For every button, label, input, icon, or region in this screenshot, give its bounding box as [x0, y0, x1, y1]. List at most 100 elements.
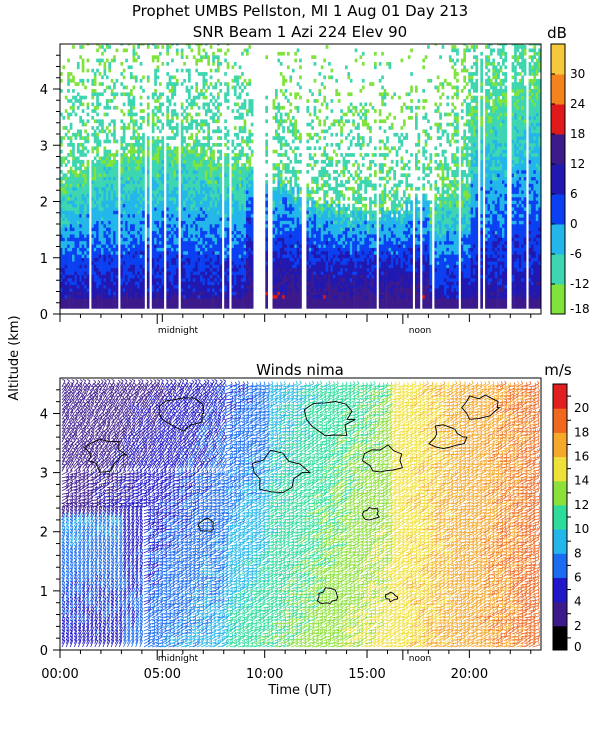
snr-cell	[183, 244, 186, 248]
snr-cell	[308, 190, 312, 194]
snr-cell	[217, 78, 220, 83]
snr-cell	[134, 230, 138, 235]
snr-cell	[115, 271, 119, 275]
snr-cell	[72, 217, 75, 221]
snr-cell	[122, 210, 126, 215]
snr-cell	[294, 220, 297, 225]
snr-cell	[279, 230, 283, 235]
snr-cell	[308, 136, 312, 140]
snr-cell	[188, 288, 191, 292]
snr-cell	[76, 197, 80, 201]
snr-cell	[74, 173, 78, 178]
snr-cell	[79, 132, 82, 137]
snr-cell	[250, 251, 254, 255]
snr-cell	[287, 143, 290, 147]
snr-cell	[108, 186, 111, 191]
snr-cell	[212, 51, 215, 56]
snr-cell	[137, 298, 140, 302]
snr-cell	[289, 274, 293, 279]
snr-cell	[72, 78, 75, 83]
snr-cell	[180, 183, 184, 188]
snr-cell	[185, 301, 189, 306]
snr-cell	[204, 244, 208, 248]
snr-cell	[125, 301, 128, 306]
snr-cell	[101, 298, 104, 302]
snr-cell	[296, 284, 300, 289]
snr-cell	[72, 75, 75, 80]
snr-cell	[197, 153, 201, 157]
snr-cell	[212, 257, 215, 262]
snr-cell	[146, 146, 150, 151]
snr-cell	[188, 72, 191, 76]
snr-cell	[233, 247, 237, 252]
snr-cell	[91, 200, 95, 205]
snr-cell	[202, 257, 206, 262]
snr-cell	[306, 240, 310, 245]
snr-cell	[277, 102, 281, 107]
snr-cell	[231, 109, 235, 113]
snr-cell	[168, 200, 172, 205]
snr-cell	[120, 234, 124, 238]
snr-cell	[212, 247, 215, 252]
snr-cell	[156, 213, 160, 218]
snr-cell	[185, 264, 189, 269]
snr-cell	[72, 251, 75, 255]
snr-cell	[311, 267, 314, 272]
snr-cell	[306, 109, 310, 113]
snr-cell	[180, 68, 184, 73]
snr-cell	[127, 230, 131, 235]
snr-cell	[308, 122, 312, 127]
snr-cell	[132, 48, 136, 53]
snr-cell	[168, 257, 172, 262]
snr-cell	[81, 82, 85, 86]
snr-cell	[81, 186, 85, 191]
snr-cell	[132, 267, 136, 272]
snr-cell	[156, 261, 160, 265]
snr-cell	[217, 109, 220, 113]
snr-cell	[105, 284, 109, 289]
snr-cell	[161, 159, 165, 164]
snr-cell	[125, 163, 128, 167]
snr-cell	[200, 190, 203, 194]
snr-cell	[231, 139, 235, 144]
snr-cell	[134, 281, 138, 286]
snr-cell	[183, 156, 186, 161]
snr-cell	[311, 284, 314, 289]
snr-cell	[287, 240, 290, 245]
snr-cell	[159, 234, 162, 238]
snr-cell	[84, 278, 87, 282]
snr-cell	[296, 186, 300, 191]
snr-cell	[313, 261, 317, 265]
snr-cell	[299, 257, 302, 262]
snr-cell	[190, 261, 194, 265]
snr-cell	[146, 234, 150, 238]
snr-cell	[110, 200, 114, 205]
snr-cell	[275, 284, 278, 289]
snr-cell	[209, 75, 213, 80]
snr-cell	[188, 153, 191, 157]
snr-cell	[91, 267, 95, 272]
snr-cell	[200, 240, 203, 245]
snr-cell	[76, 210, 80, 215]
snr-cell	[79, 159, 82, 164]
snr-cell	[299, 247, 302, 252]
snr-cell	[299, 237, 302, 242]
snr-cell	[79, 267, 82, 272]
snr-cell	[185, 44, 189, 46]
snr-cell	[103, 240, 107, 245]
snr-cell	[60, 190, 63, 194]
snr-cell	[219, 247, 223, 252]
snr-cell	[125, 176, 128, 181]
snr-cell	[132, 183, 136, 188]
snr-cell	[134, 197, 138, 201]
snr-cell	[226, 254, 230, 259]
snr-cell	[202, 227, 206, 232]
snr-cell	[130, 227, 133, 232]
snr-cell	[91, 244, 95, 248]
snr-cell	[113, 284, 116, 289]
snr-cell	[289, 254, 293, 259]
snr-cell	[98, 143, 102, 147]
snr-cell	[250, 240, 254, 245]
snr-cell	[151, 200, 155, 205]
snr-cell	[241, 180, 244, 184]
